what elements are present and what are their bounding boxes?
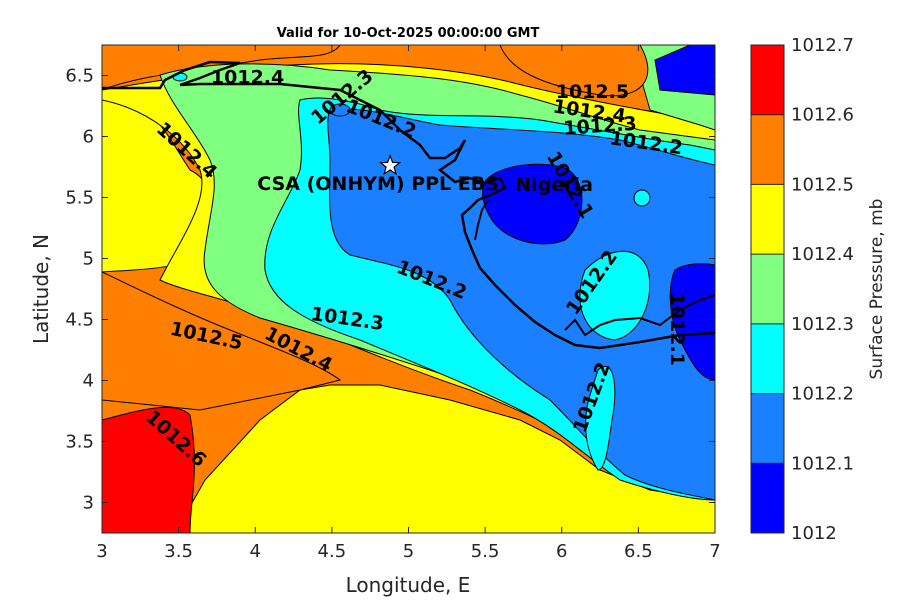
colorbar-tick-label: 1012 (791, 523, 837, 544)
colorbar-tick-label: 1012.2 (791, 384, 854, 405)
y-tick-label: 6.5 (65, 66, 94, 87)
colorbar-swatch (751, 184, 784, 255)
y-tick-label: 6 (83, 127, 94, 148)
y-tick-label: 4.5 (65, 310, 94, 331)
x-tick-label: 6 (556, 541, 567, 562)
colorbar-swatch (751, 323, 784, 394)
band-1012.5-northwest (102, 45, 341, 91)
x-tick-label: 3.5 (164, 541, 193, 562)
country-label: Nigeria (515, 174, 593, 196)
y-tick-label: 5 (83, 249, 94, 270)
contour-label: 1012.3 (563, 113, 638, 140)
y-axis-label: Latitude, N (29, 234, 53, 344)
colorbar-swatch (751, 463, 784, 533)
river-delta-lines (564, 294, 715, 337)
x-axis-label: Longitude, E (346, 573, 471, 597)
colorbar-tick-label: 1012.1 (791, 453, 854, 474)
colorbar-swatch (751, 114, 784, 185)
band-1012.6-southwest (102, 406, 195, 533)
coastline (102, 60, 715, 350)
band-1012.2-dot (633, 189, 651, 207)
x-tick-label: 4.5 (318, 541, 347, 562)
band-1012.5-west (102, 271, 342, 411)
band-1012.5-north (499, 45, 649, 97)
y-axis-ticks: 3 3.5 4 4.5 5 5.5 6 6.5 (65, 66, 715, 514)
band-1012.0-northeast (654, 45, 715, 96)
chart-title: Valid for 10-Oct-2025 00:00:00 GMT (277, 26, 540, 41)
band-1012.0-east (669, 263, 715, 381)
location-markers: CSA (ONHYM) PPL EBS Nigeria (257, 154, 593, 196)
colorbar-tick-label: 1012.5 (791, 174, 854, 195)
colorbar-tick-label: 1012.6 (791, 105, 854, 126)
colorbar-swatch (751, 393, 784, 464)
band-1012.0-center (482, 163, 583, 245)
y-tick-label: 4 (83, 371, 94, 392)
x-tick-label: 5 (403, 541, 414, 562)
x-axis-ticks: 3 3.5 4 4.5 5 5.5 6 6.5 7 (96, 45, 721, 562)
station-label: CSA (ONHYM) PPL EBS (257, 173, 499, 195)
colorbar-swatch (751, 45, 784, 115)
colorbar-swatch (751, 254, 784, 324)
contour-label: 1012.5 (556, 81, 629, 103)
x-tick-label: 7 (709, 541, 720, 562)
colorbar-tick-label: 1012.7 (791, 35, 854, 56)
y-tick-label: 5.5 (65, 188, 94, 209)
colorbar-label: Surface Pressure, mb (867, 199, 887, 380)
y-tick-label: 3 (83, 493, 94, 514)
band-1012.1-north-blob (329, 103, 351, 117)
colorbar-tick-label: 1012.4 (791, 244, 854, 265)
x-tick-label: 6.5 (624, 541, 653, 562)
x-tick-label: 3 (96, 541, 107, 562)
colorbar-tick-label: 1012.3 (791, 314, 854, 335)
colorbar: 1012 1012.1 1012.2 1012.3 1012.4 1012.5 1012.6… (750, 35, 854, 544)
band-1012.2-south-island (585, 366, 616, 471)
x-tick-label: 4 (250, 541, 261, 562)
station-star-marker (378, 154, 402, 176)
lagoon-outline (474, 199, 489, 241)
y-tick-label: 3.5 (65, 432, 94, 453)
contour-label: 1012.4 (211, 66, 284, 88)
plot-area (102, 45, 715, 533)
x-tick-label: 5.5 (471, 541, 500, 562)
contour-label: 1012.1 (666, 293, 688, 366)
